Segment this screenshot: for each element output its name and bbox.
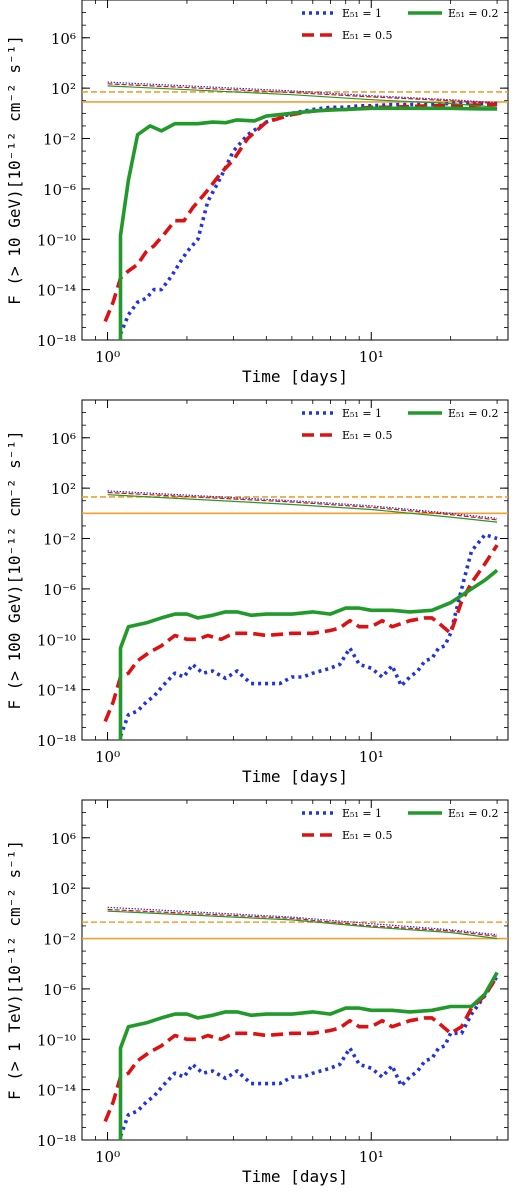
series-line-E1 [118,975,499,1137]
y-tick-label: 10⁻¹⁰ [37,1031,76,1049]
legend: E₅₁ = 1 E₅₁ = 0.5 E₅₁ = 0.2 [302,407,499,442]
plot-area [82,81,508,340]
series-line-E0.5 [103,544,499,723]
series-line-reference-3 [107,81,498,104]
legend-label: E₅₁ = 1 [342,7,382,20]
legend-label: E₅₁ = 0.2 [448,7,499,20]
legend-label: E₅₁ = 0.5 [342,829,393,842]
chart-panel-2: 10⁰ 10¹ 10⁻¹⁸ 10⁻¹⁴ 10⁻¹⁰ 10⁻⁶ 10⁻² 10² 10⁶ Time … [5,399,509,786]
legend-label: E₅₁ = 0.2 [448,807,499,820]
y-axis-label: F (> 1 TeV)[10⁻¹² cm⁻² s⁻¹] [5,840,24,1100]
y-tick-label: 10⁻¹⁰ [37,231,76,249]
legend-label: E₅₁ = 0.5 [342,29,393,42]
series-line-reference-4 [107,491,498,521]
y-tick-label: 10⁻¹⁴ [37,1082,76,1100]
plot-area [82,906,508,1140]
legend-label: E₅₁ = 0.5 [342,429,393,442]
series-line-reference-4 [107,908,498,937]
y-axis-label: F (> 100 GeV)[10⁻¹² cm⁻² s⁻¹] [5,430,24,709]
x-tick-label: 10¹ [359,1148,384,1166]
series-line-E0.2 [118,971,499,1140]
y-tick-label: 10⁻² [43,131,76,149]
y-tick-label: 10² [51,480,76,498]
y-tick-label: 10⁻¹⁰ [37,631,76,649]
x-tick-label: 10⁰ [95,1148,120,1166]
legend-label: E₅₁ = 0.2 [448,407,499,420]
legend-label: E₅₁ = 1 [342,807,382,820]
legend: E₅₁ = 1 E₅₁ = 0.5 E₅₁ = 0.2 [302,7,499,42]
series-line-reference-4 [107,83,498,105]
y-tick-label: 10⁻² [43,531,76,549]
x-tick-label: 10⁰ [95,348,120,366]
x-axis-label: Time [days] [242,1167,348,1186]
plot-frame [81,799,509,1141]
series-line-E0.2 [118,568,499,740]
x-tick-label: 10¹ [359,748,384,766]
y-tick-label: 10⁶ [51,430,76,448]
legend-label: E₅₁ = 1 [342,407,382,420]
series-line-E1 [118,532,498,737]
y-tick-label: 10⁶ [51,30,76,48]
y-tick-label: 10² [51,80,76,98]
y-tick-label: 10⁻² [43,931,76,949]
y-tick-label: 10² [51,880,76,898]
plot-frame [81,0,509,341]
series-line-E0.5 [103,102,498,323]
chart-panel-1: 10⁰ 10¹ 10⁻¹⁸ 10⁻¹⁴ 10⁻¹⁰ 10⁻⁶ 10⁻² 10² 10⁶ Time … [5,0,509,386]
series-line-reference-5 [107,85,498,108]
x-axis-label: Time [days] [242,367,348,386]
legend: E₅₁ = 1 E₅₁ = 0.5 E₅₁ = 0.2 [302,807,499,842]
series-line-reference-3 [107,490,498,519]
y-tick-label: 10⁻¹⁴ [37,682,76,700]
series-line-E0.5 [103,975,499,1123]
x-tick-label: 10¹ [359,348,384,366]
y-tick-label: 10⁻¹⁸ [37,732,76,750]
chart-panel-3: 10⁰ 10¹ 10⁻¹⁸ 10⁻¹⁴ 10⁻¹⁰ 10⁻⁶ 10⁻² 10² 10⁶ Time … [5,799,509,1186]
x-tick-label: 10⁰ [95,748,120,766]
series-line-reference-5 [107,910,498,940]
y-tick-label: 10⁻⁶ [43,181,76,199]
y-tick-label: 10⁶ [51,830,76,848]
series-line-E0.2 [118,106,498,340]
plot-frame [81,399,509,741]
y-axis-label: F (> 10 GeV)[10⁻¹² cm⁻² s⁻¹] [5,35,24,305]
y-tick-label: 10⁻⁶ [43,981,76,999]
plot-area [82,490,508,740]
series-line-reference-5 [107,494,498,523]
y-tick-label: 10⁻⁶ [43,581,76,599]
series-line-reference-3 [107,906,498,936]
y-tick-label: 10⁻¹⁸ [37,1132,76,1150]
x-axis-label: Time [days] [242,767,348,786]
y-tick-label: 10⁻¹⁴ [37,282,76,300]
y-tick-label: 10⁻¹⁸ [37,332,76,350]
series-line-E1 [118,101,498,335]
